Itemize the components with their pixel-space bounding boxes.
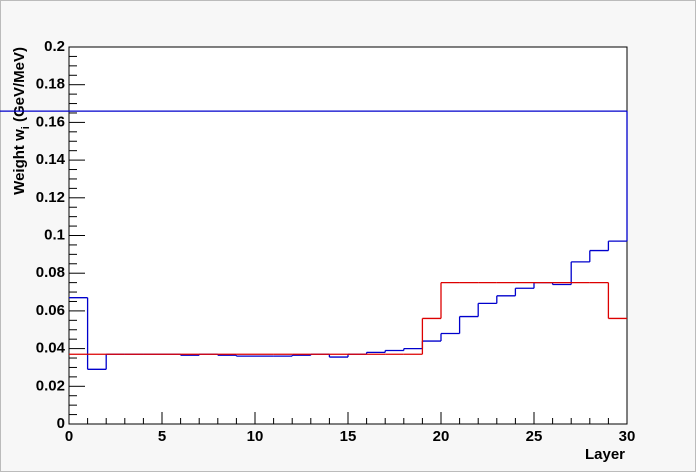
y-tick-label: 0.02 (36, 377, 65, 394)
x-tick-label: 30 (619, 428, 636, 445)
x-tick-label: 10 (247, 428, 264, 445)
y-tick-label: 0.1 (44, 226, 65, 243)
x-tick-label: 25 (526, 428, 543, 445)
y-tick-label: 0.04 (36, 340, 66, 357)
y-tick-label: 0 (57, 415, 65, 432)
x-tick-label: 20 (433, 428, 450, 445)
y-tick-label: 0.16 (36, 113, 65, 130)
x-tick-label: 15 (340, 428, 357, 445)
y-tick-label: 0.2 (44, 38, 65, 55)
y-label-unit: (GeV/MeV) (11, 47, 28, 126)
frame (68, 46, 628, 425)
y-tick-label: 0.14 (36, 151, 66, 168)
y-axis-label: Weight wi (GeV/MeV) (11, 47, 32, 195)
y-tick-label: 0.06 (36, 302, 65, 319)
y-tick-label: 0.18 (36, 76, 65, 93)
y-label-sub: i (20, 126, 32, 129)
y-tick-label: 0.12 (36, 189, 65, 206)
y-label-main: Weight w (11, 129, 28, 195)
x-tick-label: 5 (158, 428, 166, 445)
x-axis-label: Layer (585, 446, 625, 463)
y-tick-label: 0.08 (36, 264, 65, 281)
x-tick-label: 0 (65, 428, 73, 445)
